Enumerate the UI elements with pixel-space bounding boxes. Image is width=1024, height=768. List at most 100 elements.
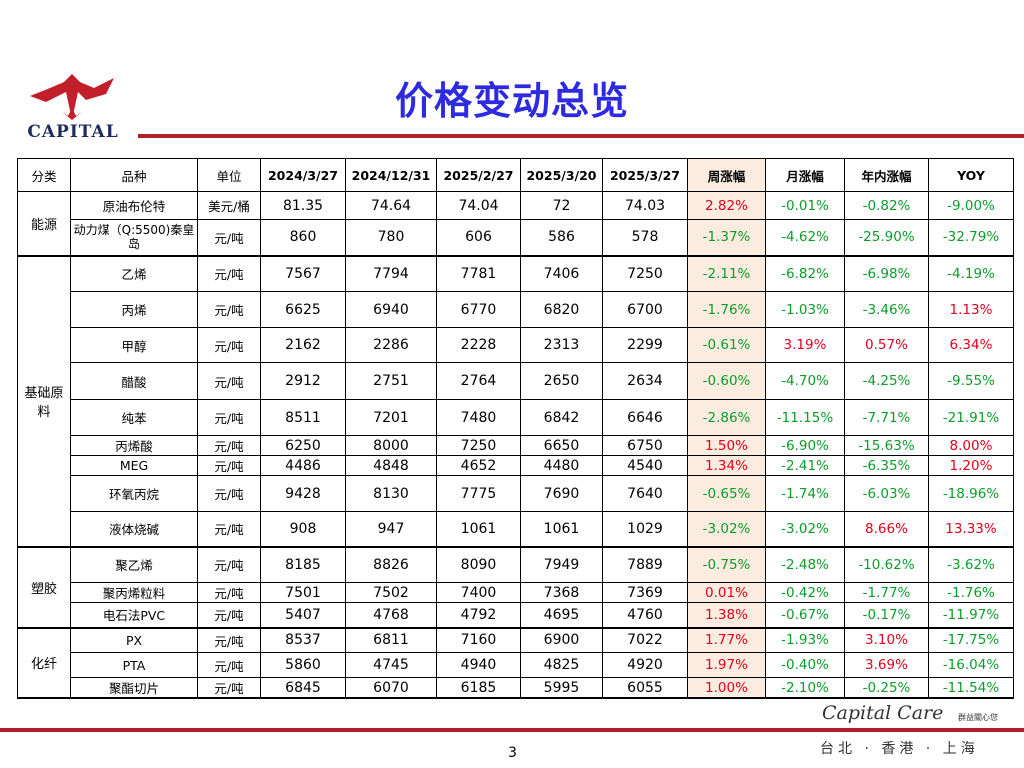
value-cell: 6940 <box>345 291 437 328</box>
yoy-cell: 0.57% <box>844 327 929 363</box>
yoy-cell: -1.77% <box>844 582 929 603</box>
yoy-cell: 8.66% <box>844 511 929 548</box>
table-row: 醋酸 元/吨 2912 2751 2764 2650 2634 -0.60% -4.70% -4.… <box>18 362 1014 400</box>
column-header: 2025/3/20 <box>520 158 603 192</box>
value-cell: 4825 <box>520 652 603 678</box>
value-cell: 7250 <box>436 435 521 456</box>
weekly-change-cell: 2634 <box>602 362 688 400</box>
monthly-change-cell: -0.61% <box>687 327 766 363</box>
value-cell: -32.79% <box>928 219 1014 257</box>
product-cell: 电石法PVC <box>70 602 198 629</box>
value-cell: 8.00% <box>928 435 1014 456</box>
price-table: 分类 品种 单位 2024/3/27 2024/12/31 2025/2/27 2025/3… <box>17 158 1014 699</box>
monthly-change-cell: -0.60% <box>687 362 766 400</box>
unit-cell: 元/吨 <box>197 291 261 328</box>
product-cell: 丙烯 <box>70 291 198 328</box>
value-cell: 1061 <box>436 511 521 548</box>
table-row: 聚丙烯粒料 元/吨 7501 7502 7400 7368 7369 0.01% -0.42% -… <box>18 582 1014 603</box>
value-cell: 2286 <box>345 327 437 363</box>
weekly-change-cell: 6750 <box>602 435 688 456</box>
value-cell: 7781 <box>436 255 521 292</box>
monthly-change-cell: 1.00% <box>687 677 766 699</box>
value-cell: 7690 <box>520 475 603 512</box>
value-cell: -11.97% <box>928 602 1014 629</box>
value-cell: 8537 <box>260 627 346 653</box>
value-cell: -3.62% <box>928 546 1014 583</box>
ytd-change-cell: -2.48% <box>765 546 845 583</box>
column-header: 2025/3/27 <box>602 158 688 192</box>
unit-cell: 元/吨 <box>197 475 261 512</box>
column-header: 2024/3/27 <box>260 158 346 192</box>
page-title: 价格变动总览 <box>394 79 629 123</box>
value-cell: 860 <box>260 219 346 257</box>
weekly-change-cell: 7250 <box>602 255 688 292</box>
weekly-change-cell: 4760 <box>602 602 688 629</box>
monthly-change-cell: -1.76% <box>687 291 766 328</box>
value-cell: 7501 <box>260 582 346 603</box>
table-row: 动力煤（Q:5500)秦皇岛 元/吨 860 780 606 586 578 -1.37% -4… <box>18 219 1014 257</box>
ytd-change-cell: -0.67% <box>765 602 845 629</box>
value-cell: 5860 <box>260 652 346 678</box>
product-cell: 动力煤（Q:5500)秦皇岛 <box>70 219 198 257</box>
value-cell: 6185 <box>436 677 521 699</box>
value-cell: 4652 <box>436 455 521 476</box>
value-cell: 7406 <box>520 255 603 292</box>
product-cell: PTA <box>70 652 198 678</box>
value-cell: 6770 <box>436 291 521 328</box>
monthly-change-cell: 1.38% <box>687 602 766 629</box>
value-cell: 4940 <box>436 652 521 678</box>
table-row: 能源 原油布伦特 美元/桶 81.35 74.64 74.04 72 74.03 2.82% -0… <box>17 191 1014 257</box>
value-cell: 606 <box>436 219 521 257</box>
ytd-change-cell: 3.19% <box>765 327 845 363</box>
weekly-change-cell: 578 <box>602 219 688 257</box>
value-cell: 7480 <box>436 399 521 436</box>
unit-cell: 元/吨 <box>197 435 261 456</box>
value-cell: 4848 <box>345 455 437 476</box>
value-cell: 7775 <box>436 475 521 512</box>
value-cell: 780 <box>345 219 437 257</box>
yoy-cell: -6.03% <box>844 475 929 512</box>
product-cell: 原油布伦特 <box>70 191 198 220</box>
column-header: 2024/12/31 <box>345 158 437 192</box>
value-cell: 8130 <box>345 475 437 512</box>
ytd-change-cell: -1.93% <box>765 627 845 653</box>
monthly-change-cell: 1.97% <box>687 652 766 678</box>
column-header: 月涨幅 <box>765 158 845 192</box>
value-cell: 5407 <box>260 602 346 629</box>
eagle-icon <box>30 74 114 120</box>
value-cell: 8511 <box>260 399 346 436</box>
value-cell: 7794 <box>345 255 437 292</box>
weekly-change-cell: 7640 <box>602 475 688 512</box>
yoy-cell: -15.63% <box>844 435 929 456</box>
value-cell: 2764 <box>436 362 521 400</box>
unit-cell: 元/吨 <box>197 602 261 629</box>
unit-cell: 元/吨 <box>197 327 261 363</box>
weekly-change-cell: 7889 <box>602 546 688 583</box>
value-cell: 74.64 <box>345 191 437 220</box>
table-row: 塑胶 聚乙烯 元/吨 8185 8826 8090 7949 7889 -0.75% -2.48%… <box>17 546 1014 629</box>
unit-cell: 美元/桶 <box>197 191 261 220</box>
table-row: MEG 元/吨 4486 4848 4652 4480 4540 1.34% -2.41% -6.… <box>18 455 1014 476</box>
table-row: 电石法PVC 元/吨 5407 4768 4792 4695 4760 1.38% -0.67%… <box>18 602 1014 629</box>
value-cell: 4695 <box>520 602 603 629</box>
weekly-change-cell: 1029 <box>602 511 688 548</box>
value-cell: -1.76% <box>928 582 1014 603</box>
value-cell: 72 <box>520 191 603 220</box>
title-divider <box>138 134 1024 138</box>
unit-cell: 元/吨 <box>197 582 261 603</box>
product-cell: 聚丙烯粒料 <box>70 582 198 603</box>
column-header: 年内涨幅 <box>844 158 929 192</box>
unit-cell: 元/吨 <box>197 627 261 653</box>
ytd-change-cell: -2.10% <box>765 677 845 699</box>
table-row: 丙烯酸 元/吨 6250 8000 7250 6650 6750 1.50% -6.90% -15… <box>18 435 1014 456</box>
product-cell: 甲醇 <box>70 327 198 363</box>
table-row: 丙烯 元/吨 6625 6940 6770 6820 6700 -1.76% -1.03% -3.… <box>18 291 1014 328</box>
value-cell: 6650 <box>520 435 603 456</box>
yoy-cell: -4.25% <box>844 362 929 400</box>
monthly-change-cell: 0.01% <box>687 582 766 603</box>
value-cell: 4768 <box>345 602 437 629</box>
ytd-change-cell: -6.90% <box>765 435 845 456</box>
value-cell: -18.96% <box>928 475 1014 512</box>
value-cell: 6900 <box>520 627 603 653</box>
column-header: 2025/2/27 <box>436 158 521 192</box>
